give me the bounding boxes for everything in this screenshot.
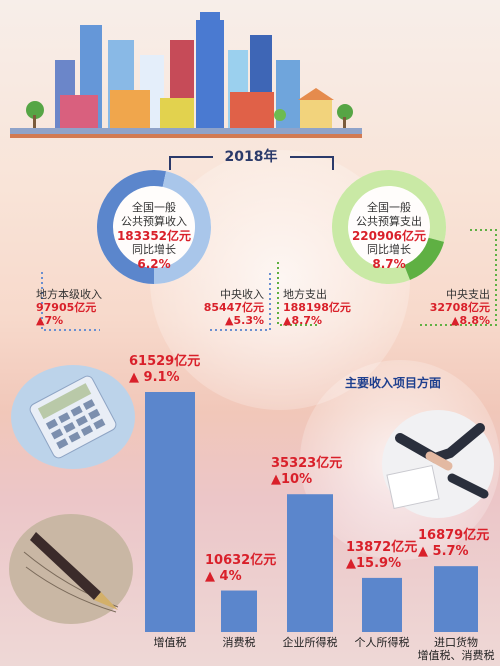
- bar-2: [287, 494, 333, 632]
- expenditure-title-line-1: 全国一般: [367, 201, 411, 214]
- category-label-import-tax: 进口货物 增值税、消费税: [411, 636, 500, 662]
- category-label-corporate-income-tax: 企业所得税: [265, 636, 355, 649]
- local-expenditure-name: 地方支出: [283, 288, 327, 301]
- central-expenditure-name: 中央支出: [446, 288, 490, 301]
- fountain-pen-photo: [9, 514, 133, 624]
- bar-value: 35323亿元: [271, 456, 343, 472]
- year-heading: 2018年: [224, 149, 278, 165]
- category-label-line: 进口货物: [434, 636, 478, 649]
- category-label-line: 增值税、消费税: [417, 649, 495, 662]
- bar-change: ▲ 4%: [205, 568, 242, 584]
- chart-title: 主要收入项目方面: [345, 376, 442, 390]
- bar-1: [221, 590, 257, 632]
- bar-value: 13872亿元: [346, 539, 418, 555]
- local-revenue-label: 地方本级收入 97905亿元 ▲7%: [36, 288, 102, 327]
- revenue-title-line-1: 全国一般: [132, 201, 176, 214]
- bar-value-label: 16879亿元 ▲ 5.7%: [418, 528, 500, 560]
- category-label-line: 消费税: [222, 636, 256, 649]
- bar-value: 61529亿元: [129, 354, 201, 369]
- bar-change: ▲15.9%: [346, 555, 402, 571]
- category-label-personal-income-tax: 个人所得税: [337, 636, 427, 649]
- donut-segment-central: [403, 237, 445, 280]
- dotted-connectors: [41, 229, 497, 331]
- year-bracket: [169, 156, 334, 170]
- revenue-growth-label: 同比增长: [132, 243, 176, 256]
- central-revenue-label: 中央收入 85447亿元 ▲5.3%: [190, 288, 264, 327]
- expenditure-donut-center: 全国一般 公共预算支出 220906亿元 同比增长 8.7%: [339, 201, 439, 271]
- local-expenditure-value: 188198亿元: [283, 301, 351, 314]
- bar-value: 10632亿元: [205, 552, 277, 568]
- bar-value: 16879亿元: [418, 528, 490, 544]
- donut-segment-local: [332, 170, 446, 284]
- category-label-consumption-tax: 消费税: [194, 636, 284, 649]
- revenue-growth: 6.2%: [137, 257, 171, 271]
- bar-0: [145, 392, 195, 632]
- central-revenue-name: 中央收入: [220, 288, 264, 301]
- donut-segment-local: [97, 170, 167, 284]
- bar-change: ▲10%: [271, 472, 313, 488]
- revenue-total: 183352亿元: [116, 229, 192, 243]
- calculator-photo: [11, 365, 135, 469]
- bar-value-label: 13872亿元 ▲15.9%: [346, 540, 456, 572]
- bar-value-label: 35323亿元 ▲10%: [271, 456, 381, 488]
- central-expenditure-value: 32708亿元: [429, 301, 490, 314]
- expenditure-growth: 8.7%: [372, 257, 406, 271]
- handshake-photo: [382, 410, 494, 518]
- central-revenue-change: ▲5.3%: [225, 314, 264, 327]
- expenditure-donut-chart: [332, 170, 446, 284]
- expenditure-growth-label: 同比增长: [367, 243, 411, 256]
- bar-3: [362, 577, 402, 632]
- expenditure-total: 220906亿元: [351, 229, 427, 243]
- bar-change: ▲ 9.1%: [129, 370, 180, 385]
- bar-change: ▲ 5.7%: [418, 544, 469, 560]
- donut-segment-central: [153, 171, 211, 284]
- revenue-title-line-2: 公共预算收入: [121, 215, 187, 228]
- category-label-line: 企业所得税: [282, 636, 338, 649]
- donut-background: [332, 170, 446, 284]
- revenue-donut-chart: [97, 170, 211, 284]
- central-expenditure-change: ▲8.8%: [451, 314, 490, 327]
- category-label-vat: 增值税: [125, 636, 215, 649]
- category-label-line: 个人所得税: [354, 636, 410, 649]
- local-expenditure-change: ▲8.7%: [283, 314, 322, 327]
- bar-value-label: 61529亿元 ▲ 9.1%: [129, 354, 239, 386]
- local-expenditure-label: 地方支出 188198亿元 ▲8.7%: [283, 288, 351, 327]
- city-skyline-illustration: [10, 12, 362, 138]
- local-revenue-change: ▲7%: [36, 314, 64, 327]
- expenditure-title-line-2: 公共预算支出: [356, 215, 422, 228]
- central-revenue-value: 85447亿元: [203, 301, 264, 314]
- local-revenue-value: 97905亿元: [36, 301, 97, 314]
- donut-background: [97, 170, 211, 284]
- local-revenue-name: 地方本级收入: [36, 288, 102, 301]
- category-label-line: 增值税: [153, 636, 187, 649]
- central-expenditure-label: 中央支出 32708亿元 ▲8.8%: [412, 288, 490, 327]
- revenue-donut-center: 全国一般 公共预算收入 183352亿元 同比增长 6.2%: [104, 201, 204, 271]
- bar-value-label: 10632亿元 ▲ 4%: [205, 553, 315, 585]
- bar-4: [434, 566, 478, 632]
